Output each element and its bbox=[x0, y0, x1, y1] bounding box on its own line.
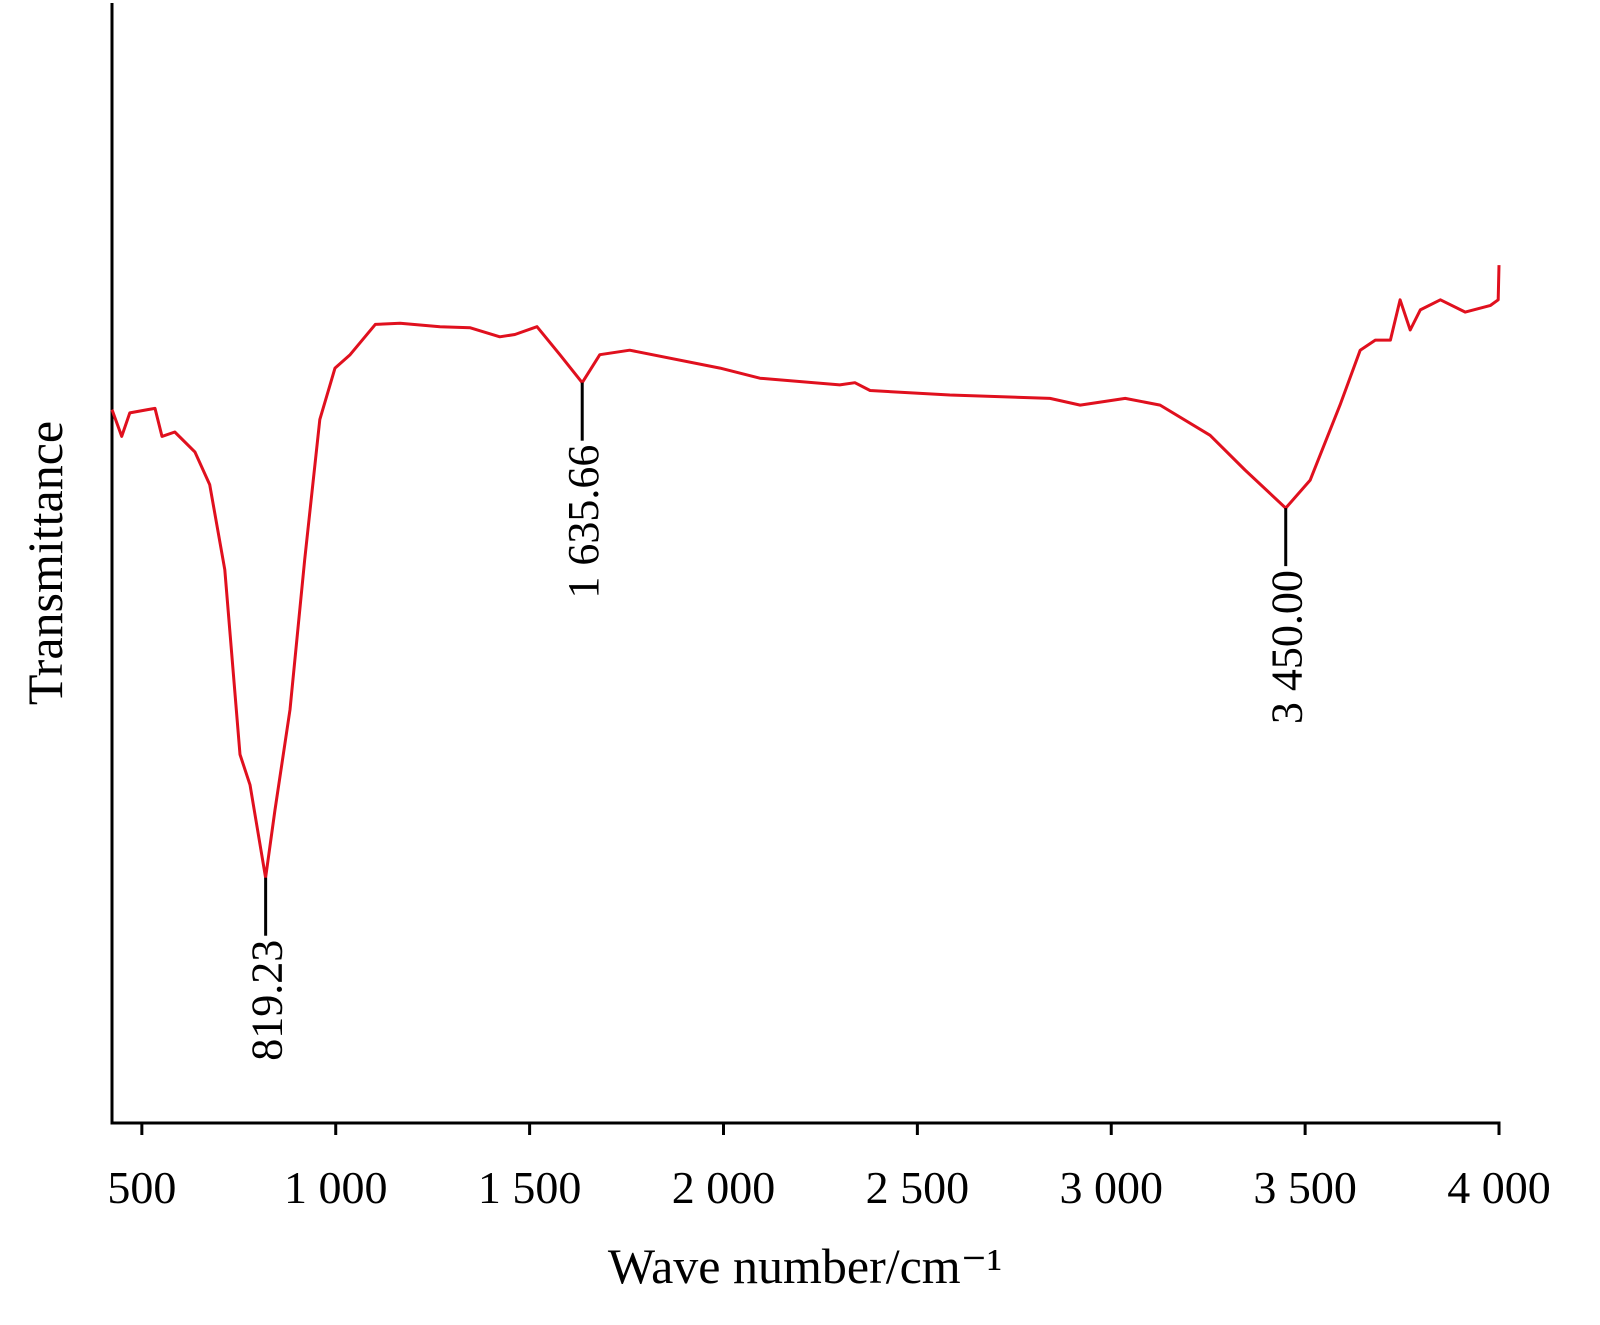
peak-label: 3 450.00 bbox=[1263, 570, 1312, 724]
peak-label: 1 635.66 bbox=[559, 445, 608, 599]
spectrum-line bbox=[110, 265, 1501, 880]
x-tick-label: 2 000 bbox=[672, 1162, 776, 1213]
x-tick-label: 3 000 bbox=[1059, 1162, 1163, 1213]
x-tick-label: 1 500 bbox=[478, 1162, 582, 1213]
x-tick-label: 500 bbox=[107, 1162, 176, 1213]
x-tick-label: 2 500 bbox=[866, 1162, 970, 1213]
x-tick-label: 3 500 bbox=[1253, 1162, 1357, 1213]
y-axis-label: Transmittance bbox=[17, 421, 73, 705]
peak-label: 819.23 bbox=[243, 940, 292, 1061]
x-tick-label: 4 000 bbox=[1447, 1162, 1551, 1213]
x-axis-label: Wave number/cm⁻¹ bbox=[608, 1238, 1002, 1294]
x-tick-label: 1 000 bbox=[284, 1162, 388, 1213]
